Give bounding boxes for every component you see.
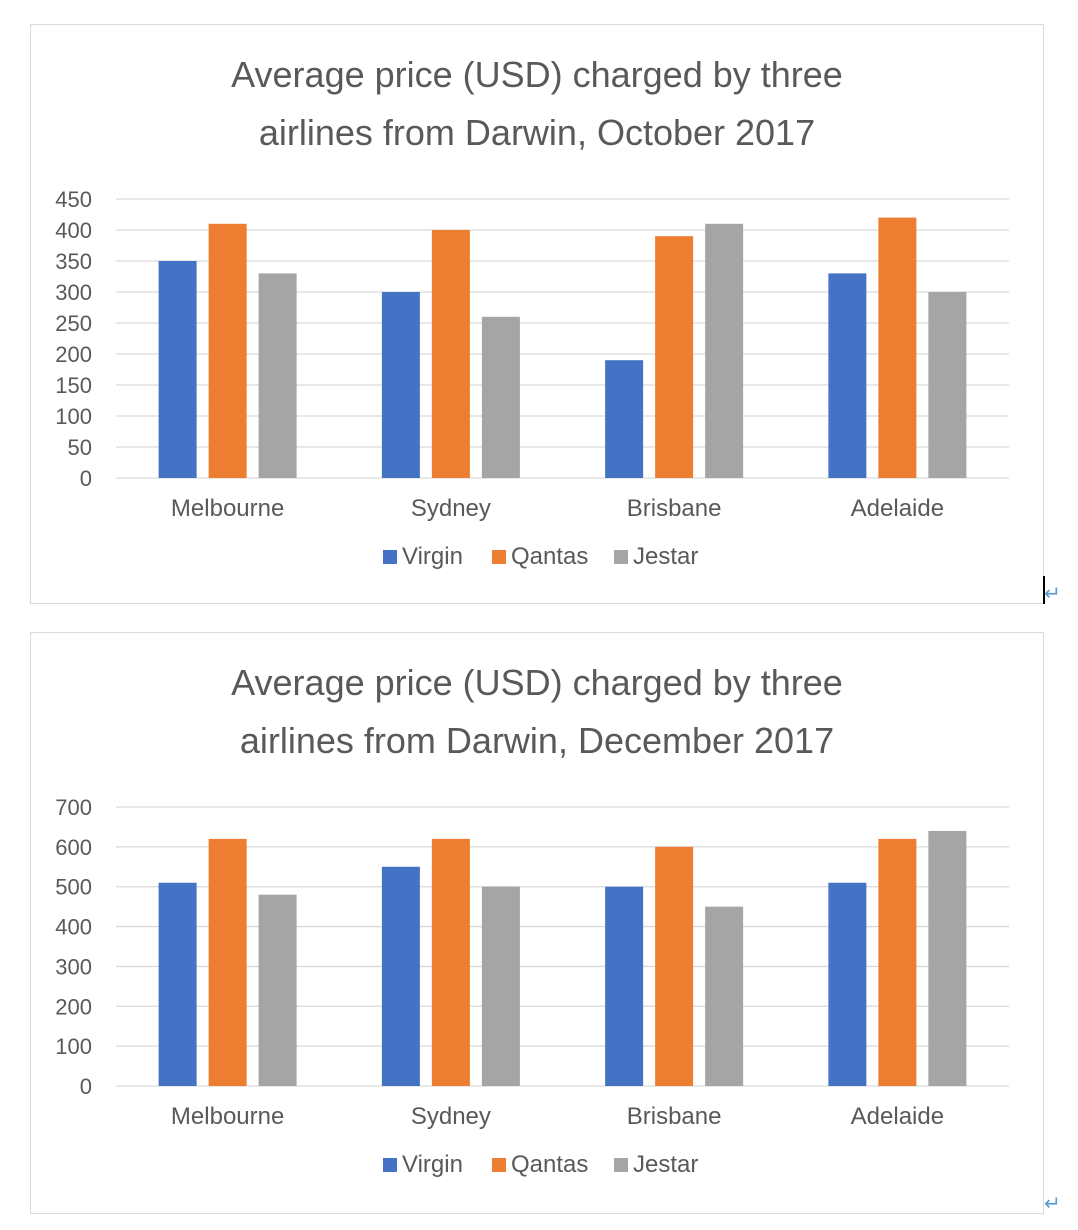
legend-label-jestar: Jestar	[633, 1151, 698, 1178]
legend-swatch-virgin	[383, 550, 397, 564]
chart-december-svg: Average price (USD) charged by three airl…	[55, 662, 1009, 1178]
chart-title-line: airlines from Darwin, December 2017	[240, 720, 834, 761]
bar-jestar-sydney	[481, 316, 520, 478]
paragraph-return-icon: ↵	[1044, 1193, 1061, 1215]
bar-virgin-sydney	[381, 292, 420, 478]
legend-swatch-qantas	[492, 1158, 506, 1172]
legend-label-virgin: Virgin	[402, 1151, 463, 1178]
x-category-label: Melbourne	[171, 495, 284, 522]
bar-qantas-brisbane	[655, 846, 694, 1086]
bar-virgin-adelaide	[828, 882, 867, 1086]
bar-jestar-melbourne	[258, 894, 297, 1086]
legend-label-qantas: Qantas	[511, 543, 588, 570]
x-category-label: Brisbane	[627, 1103, 722, 1130]
legend-swatch-jestar	[614, 1158, 628, 1172]
text-cursor	[1043, 576, 1045, 604]
bar-virgin-brisbane	[605, 886, 644, 1086]
bar-virgin-adelaide	[828, 273, 867, 478]
chart-title-line: Average price (USD) charged by three	[231, 662, 843, 703]
y-tick-label: 50	[68, 435, 92, 460]
x-category-label: Sydney	[411, 1103, 491, 1130]
bar-qantas-sydney	[431, 838, 470, 1086]
bar-qantas-adelaide	[878, 838, 917, 1086]
legend-swatch-virgin	[383, 1158, 397, 1172]
bar-jestar-brisbane	[705, 223, 744, 478]
bar-virgin-melbourne	[158, 882, 197, 1086]
x-category-label: Adelaide	[851, 1103, 944, 1130]
legend-label-virgin: Virgin	[402, 543, 463, 570]
y-tick-label: 350	[55, 249, 92, 274]
bar-qantas-brisbane	[655, 236, 694, 478]
bar-qantas-sydney	[431, 230, 470, 478]
legend-swatch-jestar	[614, 550, 628, 564]
bar-virgin-sydney	[381, 866, 420, 1086]
x-category-label: Adelaide	[851, 495, 944, 522]
y-tick-label: 100	[55, 404, 92, 429]
bar-jestar-adelaide	[928, 830, 967, 1086]
y-tick-label: 250	[55, 311, 92, 336]
x-category-label: Brisbane	[627, 495, 722, 522]
legend-label-qantas: Qantas	[511, 1151, 588, 1178]
chart-title-line: airlines from Darwin, October 2017	[259, 112, 815, 153]
y-tick-label: 450	[55, 187, 92, 212]
y-tick-label: 150	[55, 373, 92, 398]
chart-october-svg: Average price (USD) charged by three airl…	[55, 54, 1009, 570]
legend-label-jestar: Jestar	[633, 543, 698, 570]
y-tick-label: 300	[55, 954, 92, 979]
y-tick-label: 300	[55, 280, 92, 305]
bar-jestar-brisbane	[705, 906, 744, 1086]
chart-december: Average price (USD) charged by three airl…	[30, 632, 1044, 1214]
bar-jestar-adelaide	[928, 292, 967, 478]
y-tick-label: 0	[80, 1074, 92, 1099]
y-tick-label: 400	[55, 218, 92, 243]
y-tick-label: 500	[55, 875, 92, 900]
y-tick-label: 100	[55, 1034, 92, 1059]
y-tick-label: 400	[55, 915, 92, 940]
legend-swatch-qantas	[492, 550, 506, 564]
bar-qantas-melbourne	[208, 838, 247, 1086]
bar-qantas-melbourne	[208, 223, 247, 478]
paragraph-return-icon: ↵	[1044, 583, 1061, 605]
bar-virgin-brisbane	[605, 360, 644, 478]
bar-jestar-melbourne	[258, 273, 297, 478]
chart-title-line: Average price (USD) charged by three	[231, 54, 843, 95]
y-tick-label: 600	[55, 835, 92, 860]
x-category-label: Sydney	[411, 495, 491, 522]
bar-virgin-melbourne	[158, 261, 197, 478]
bar-jestar-sydney	[481, 886, 520, 1086]
y-tick-label: 700	[55, 795, 92, 820]
chart-october: Average price (USD) charged by three airl…	[30, 24, 1044, 604]
bar-qantas-adelaide	[878, 217, 917, 478]
y-tick-label: 0	[80, 466, 92, 491]
y-tick-label: 200	[55, 994, 92, 1019]
x-category-label: Melbourne	[171, 1103, 284, 1130]
y-tick-label: 200	[55, 342, 92, 367]
